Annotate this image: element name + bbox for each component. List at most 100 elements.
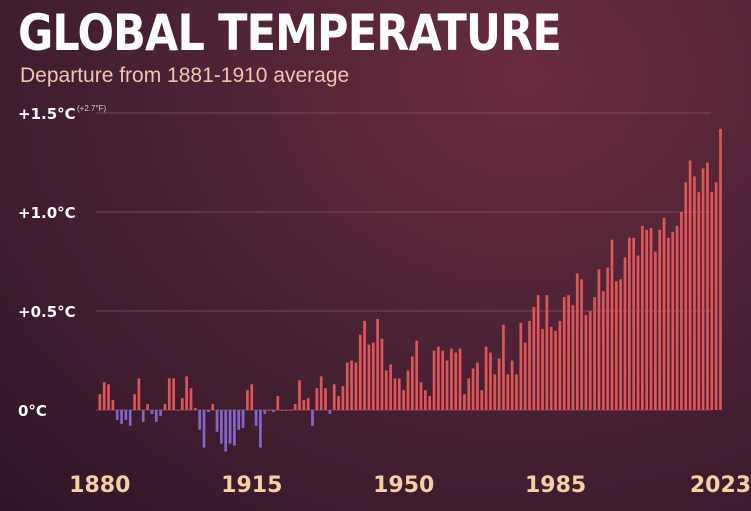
bar: [345, 362, 349, 410]
bar: [688, 160, 692, 410]
bar: [675, 225, 679, 410]
bar: [549, 326, 553, 410]
bar: [267, 410, 271, 411]
bar: [667, 237, 670, 410]
bar: [146, 404, 149, 410]
bar: [302, 400, 306, 410]
bar: [623, 257, 627, 410]
bar: [259, 410, 262, 448]
bar: [358, 334, 362, 410]
bar: [167, 378, 171, 410]
bar: [571, 305, 575, 410]
bar: [697, 192, 701, 410]
bar: [180, 398, 184, 410]
bar: [510, 360, 514, 410]
bar: [489, 352, 492, 410]
bar: [363, 320, 366, 410]
bar: [584, 314, 588, 410]
bar: [554, 330, 557, 410]
bars: [98, 128, 722, 452]
bar: [198, 410, 202, 430]
bar: [306, 398, 310, 410]
x-tick-label: 1950: [373, 473, 434, 498]
bar: [376, 318, 379, 410]
bar: [471, 368, 475, 410]
bar: [224, 410, 228, 452]
bar: [575, 273, 579, 410]
chart-title: GLOBAL TEMPERATURE: [18, 4, 562, 62]
bar: [211, 404, 215, 410]
bar: [263, 410, 267, 414]
chart-subtitle: Departure from 1881-1910 average: [20, 64, 350, 87]
bar: [502, 324, 505, 410]
bar: [254, 410, 258, 426]
bar: [636, 255, 640, 410]
bar: [141, 410, 145, 422]
bar: [150, 410, 154, 414]
bar: [176, 410, 180, 411]
bar: [684, 182, 688, 410]
bar: [428, 396, 432, 410]
bar: [185, 376, 188, 410]
bar: [293, 404, 297, 410]
bar: [710, 192, 714, 410]
bar: [137, 378, 141, 410]
bar: [384, 370, 388, 410]
bar: [714, 182, 718, 410]
bar: [128, 410, 132, 426]
bar: [523, 342, 527, 410]
bar: [619, 279, 622, 410]
bar: [124, 410, 128, 420]
bar: [207, 410, 210, 412]
bar: [580, 279, 583, 410]
bar: [467, 378, 471, 410]
gridlines: [96, 112, 711, 411]
bar: [588, 311, 592, 410]
bar: [532, 307, 536, 410]
bar: [701, 168, 705, 410]
bar: [454, 352, 458, 410]
bar: [627, 237, 631, 410]
bar: [393, 378, 397, 410]
bar: [432, 350, 436, 410]
bar: [107, 384, 110, 410]
bar: [298, 380, 301, 410]
x-tick-label: 1985: [525, 473, 586, 498]
bar: [324, 388, 327, 410]
bar: [246, 390, 249, 410]
bar: [133, 394, 136, 410]
bar: [610, 239, 614, 410]
bar: [241, 410, 245, 428]
bar: [680, 212, 683, 410]
bar: [437, 346, 440, 410]
bar: [424, 390, 427, 410]
bar: [601, 291, 605, 410]
bar: [441, 350, 445, 410]
bar: [632, 237, 636, 410]
bar: [558, 320, 562, 410]
bar: [463, 394, 466, 410]
bar: [354, 362, 358, 410]
bar: [341, 386, 345, 410]
bar: [562, 297, 566, 410]
bar: [111, 400, 115, 410]
bar: [371, 342, 375, 410]
bar: [220, 410, 223, 444]
bar: [289, 410, 293, 411]
bar: [389, 364, 392, 410]
bar: [311, 410, 314, 426]
bar: [641, 225, 644, 410]
bar: [215, 410, 219, 432]
bar: [593, 297, 596, 410]
bar: [172, 378, 175, 410]
bar: [319, 376, 323, 410]
x-axis-ticks: 1880 1915 1950 1985 2023: [69, 473, 751, 498]
bar: [654, 251, 657, 410]
bar: [528, 320, 531, 410]
bar: [606, 267, 609, 410]
bar: [272, 410, 275, 412]
bar: [250, 384, 254, 410]
x-tick-label: 2023: [690, 473, 751, 498]
bar: [614, 281, 618, 410]
